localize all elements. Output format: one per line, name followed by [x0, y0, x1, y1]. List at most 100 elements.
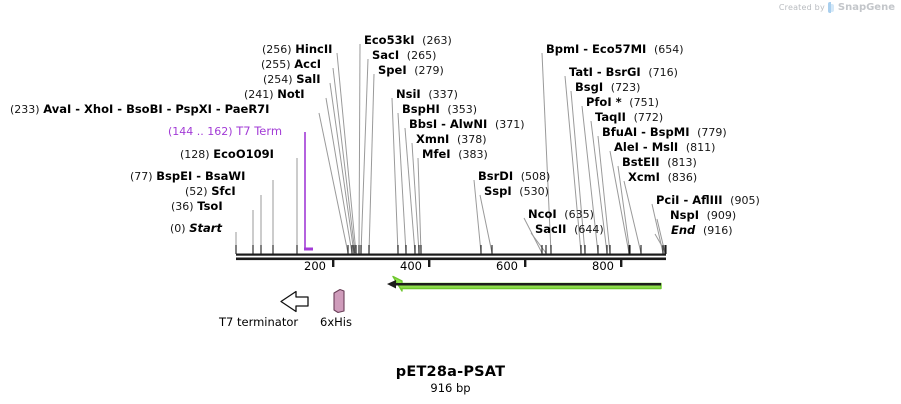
site-label-xmni[interactable]: XmnI (378) — [416, 133, 487, 146]
restriction-site-ticks — [235, 245, 667, 254]
site-label-sacii[interactable]: SacII (644) — [535, 223, 604, 236]
axis-ticks — [332, 258, 623, 267]
watermark-prefix: Created by — [778, 3, 825, 12]
site-label-sali[interactable]: (254) SalI — [263, 73, 321, 86]
site-position: (263) — [422, 34, 452, 47]
page-title: pET28a-PSAT — [395, 364, 506, 380]
site-name: HincII — [295, 42, 333, 56]
site-label-mfei[interactable]: MfeI (383) — [422, 148, 488, 161]
site-position: (337) — [428, 88, 458, 101]
site-label-ncoi[interactable]: NcoI (635) — [528, 208, 594, 221]
site-label-bsphi[interactable]: BspHI (353) — [402, 103, 477, 116]
feature-range: (144 .. 162) — [168, 125, 233, 138]
site-position: (508) — [520, 170, 551, 183]
site-position: (654) — [654, 43, 684, 56]
site-label-pfoi[interactable]: PfoI * (751) — [586, 96, 659, 109]
site-position: (241) — [244, 88, 274, 101]
site-position: (52) — [185, 185, 208, 198]
site-name: MfeI — [422, 147, 451, 161]
axis-tick-label-600: 600 — [496, 259, 518, 273]
axis-tick-label-400: 400 — [400, 259, 422, 273]
site-position: (128) — [180, 148, 210, 161]
site-label-alei-mslii[interactable]: AleI - MslI (811) — [614, 141, 715, 154]
site-name: NsiI — [396, 87, 421, 101]
site-name: XmnI — [416, 132, 450, 146]
site-label-tsoi[interactable]: (36) TsoI — [171, 200, 223, 213]
site-label-start[interactable]: (0) Start — [170, 222, 222, 235]
site-position: (279) — [414, 64, 444, 77]
site-position: (916) — [702, 224, 733, 237]
site-name: SpeI — [378, 63, 407, 77]
site-name: NspI — [670, 208, 699, 222]
site-label-nspi[interactable]: NspI (909) — [670, 209, 736, 222]
site-label-noti[interactable]: (241) NotI — [244, 88, 305, 101]
site-label-taqii[interactable]: TaqII (772) — [595, 111, 663, 124]
site-position: (716) — [648, 66, 678, 79]
site-position: (0) — [170, 222, 186, 235]
site-name: AleI - MslI — [614, 140, 679, 154]
site-name: SacII — [535, 222, 567, 236]
site-label-bstеii[interactable]: BstEII (813) — [622, 156, 697, 169]
site-label-bfuai-bspmi[interactable]: BfuAI - BspMI (779) — [602, 126, 727, 139]
site-name: TaqII — [595, 110, 626, 124]
feature-caption-6xhis[interactable]: 6xHis — [320, 315, 352, 329]
site-position: (772) — [633, 111, 664, 124]
site-label-xcmi[interactable]: XcmI (836) — [628, 171, 697, 184]
site-name: EcoO109I — [213, 147, 274, 161]
site-label-acci[interactable]: (255) AccI — [261, 58, 321, 71]
site-position: (751) — [629, 96, 659, 109]
site-label-tati-bsrgi[interactable]: TatI - BsrGI (716) — [569, 66, 678, 79]
site-position: (779) — [697, 126, 727, 139]
site-position: (254) — [263, 73, 293, 86]
site-label-saci[interactable]: SacI (265) — [372, 49, 436, 62]
site-position: (383) — [458, 148, 488, 161]
site-position: (256) — [262, 43, 292, 56]
site-name: BsgI — [575, 80, 604, 94]
site-name: BspHI — [402, 102, 440, 116]
axis-tick-label-800: 800 — [592, 259, 614, 273]
plasmid-length: 916 bp — [430, 381, 471, 395]
site-label-bsrdi[interactable]: BsrDI (508) — [478, 170, 550, 183]
site-position: (909) — [706, 209, 737, 222]
site-label-sspi[interactable]: SspI (530) — [484, 185, 549, 198]
site-label-end[interactable]: End (916) — [671, 224, 733, 237]
site-position: (378) — [456, 133, 487, 146]
site-label-avai-group[interactable]: (233) AvaI - XhoI - BsoBI - PspXI - PaeR… — [10, 103, 269, 116]
site-name: SacI — [372, 48, 400, 62]
site-name: BstEII — [622, 155, 660, 169]
site-label-ecoo109i[interactable]: (128) EcoO109I — [180, 148, 274, 161]
site-label-hincii[interactable]: (256) HincII — [262, 43, 332, 56]
site-position: (36) — [171, 200, 194, 213]
site-position: (77) — [130, 170, 153, 183]
sequence-backbone — [236, 253, 666, 261]
site-position: (265) — [406, 49, 437, 62]
site-label-bsgi[interactable]: BsgI (723) — [575, 81, 640, 94]
site-label-pcii-afliii[interactable]: PciI - AflIII (905) — [656, 194, 760, 207]
site-label-bpmi-eco57mi[interactable]: BpmI - Eco57MI (654) — [546, 43, 684, 56]
site-position: (233) — [10, 103, 40, 116]
site-name: AccI — [294, 57, 322, 71]
site-label-nsii[interactable]: NsiI (337) — [396, 88, 458, 101]
site-name: BpmI - Eco57MI — [546, 42, 647, 56]
psat-orf-arrow — [387, 275, 662, 292]
site-position: (723) — [610, 81, 641, 94]
site-position: (353) — [447, 103, 477, 116]
site-position: (836) — [667, 171, 698, 184]
axis-tick-label-200: 200 — [304, 259, 326, 273]
6xhis-feature-icon — [333, 288, 345, 314]
site-name: XcmI — [628, 170, 660, 184]
feature-label-t7-term[interactable]: (144 .. 162) T7 Term — [168, 125, 282, 138]
site-name: End — [671, 223, 696, 237]
site-label-eco53ki[interactable]: Eco53kI (263) — [364, 34, 452, 47]
site-position: (255) — [261, 58, 291, 71]
site-label-bbsi-alwni[interactable]: BbsI - AlwNI (371) — [409, 118, 525, 131]
site-name: Start — [189, 221, 222, 235]
t7-term-feature-bracket — [304, 132, 313, 251]
site-name: SalI — [296, 72, 321, 86]
site-label-spei[interactable]: SpeI (279) — [378, 64, 444, 77]
site-label-bspei-bsawi[interactable]: (77) BspEI - BsaWI — [130, 170, 245, 183]
site-position: (635) — [564, 208, 594, 221]
site-label-sfci[interactable]: (52) SfcI — [185, 185, 236, 198]
feature-caption-t7-terminator[interactable]: T7 terminator — [219, 315, 299, 329]
